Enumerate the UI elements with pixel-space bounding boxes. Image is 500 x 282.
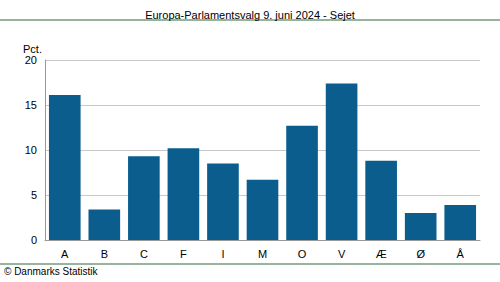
svg-text:Ø: Ø [416,248,425,260]
svg-text:5: 5 [31,189,37,201]
svg-text:A: A [61,248,69,260]
svg-text:0: 0 [31,234,37,246]
svg-text:20: 20 [25,54,37,66]
svg-text:10: 10 [25,144,37,156]
svg-text:© Danmarks Statistik: © Danmarks Statistik [4,266,99,277]
svg-text:B: B [101,248,108,260]
svg-text:15: 15 [25,99,37,111]
svg-text:Æ: Æ [376,248,387,260]
svg-text:Europa-Parlamentsvalg 9. juni: Europa-Parlamentsvalg 9. juni 2024 - Sej… [145,9,355,21]
svg-text:V: V [338,248,346,260]
svg-text:F: F [180,248,187,260]
svg-text:C: C [140,248,148,260]
svg-text:O: O [298,248,307,260]
svg-text:M: M [258,248,267,260]
svg-text:I: I [221,248,224,260]
svg-text:Å: Å [457,248,465,260]
svg-text:Pct.: Pct. [23,43,42,55]
